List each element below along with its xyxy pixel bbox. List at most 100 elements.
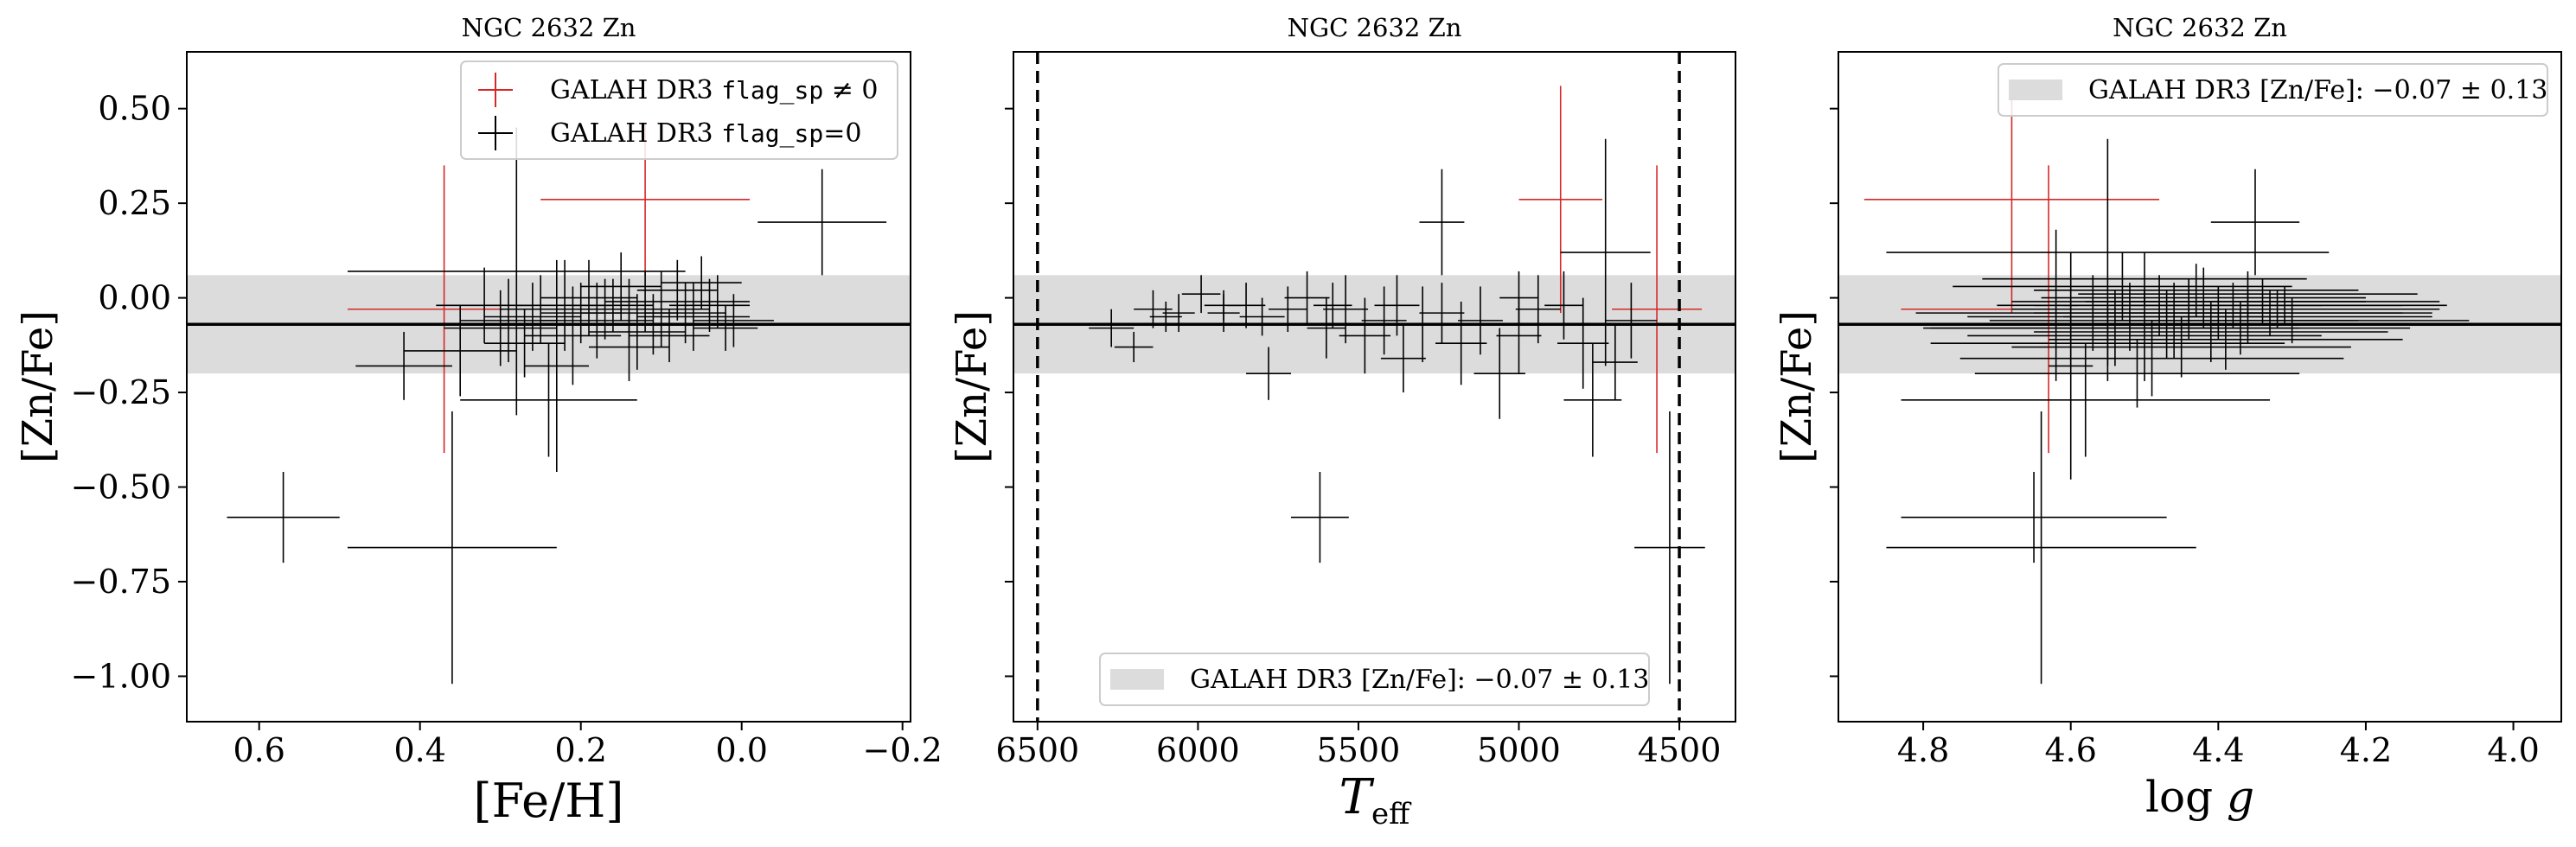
data-point <box>1915 275 2271 351</box>
data-point <box>1901 343 2271 457</box>
x-tick-label: 6500 <box>995 731 1079 769</box>
data-point <box>1239 297 1285 336</box>
data-point <box>1634 411 1705 685</box>
panel-title: NGC 2632 Zn <box>2113 13 2287 42</box>
data-point <box>1959 320 2344 397</box>
legend-text: =0 <box>823 118 861 149</box>
x-tick-label: 0.4 <box>393 731 445 769</box>
data-point <box>348 127 686 416</box>
legend-text: ≠ 0 <box>823 75 878 105</box>
y-axis-label: [Zn/Fe] <box>1773 310 1821 463</box>
data-point <box>757 169 887 276</box>
data-point <box>1457 286 1503 355</box>
x-axis-label-var: g <box>2227 772 2254 822</box>
legend-box <box>460 60 898 160</box>
data-point <box>1323 275 1369 344</box>
data-point <box>693 294 774 347</box>
panel-title: NGC 2632 Zn <box>462 13 636 42</box>
plot-area <box>1838 86 2561 685</box>
data-point <box>1473 328 1525 419</box>
data-point <box>1149 301 1182 333</box>
axes-frame <box>1013 51 1736 723</box>
legend-text: GALAH DR3 <box>550 118 721 149</box>
legend-text-mono: flag_sp <box>721 119 823 149</box>
data-point <box>1361 286 1407 355</box>
x-tick-label: 4.4 <box>2192 731 2244 769</box>
data-point <box>348 411 557 685</box>
data-point <box>1518 86 1602 314</box>
legend-label: GALAH DR3 [Zn/Fe]: −0.07 ± 0.13 <box>2088 75 2547 105</box>
panel-2: 6500 6000 5500 5000 4500 NGC 2632 Zn [Zn/Fe] Te… <box>948 13 1736 831</box>
data-point <box>436 267 533 344</box>
data-point <box>1307 297 1346 359</box>
legend-text-mono: flag_sp <box>721 76 823 105</box>
data-point <box>1284 271 1330 325</box>
data-point <box>1089 309 1135 347</box>
panel-3: 4.8 4.6 4.4 4.2 4.0 NGC 2632 Zn [Zn/Fe] log g GA… <box>1773 13 2562 822</box>
data-point <box>2034 264 2359 317</box>
data-point <box>1499 271 1538 325</box>
data-point <box>1313 283 1352 328</box>
y-tick-label: 0.25 <box>98 184 171 222</box>
data-point <box>460 278 557 363</box>
data-point <box>636 259 718 321</box>
data-point <box>1982 252 2307 306</box>
data-point <box>1204 290 1243 321</box>
data-point <box>540 283 654 359</box>
legend-label: GALAH DR3 flag_sp=0 <box>550 118 861 149</box>
y-tick-label: −0.50 <box>71 468 171 506</box>
x-axis-label-main: T <box>1339 769 1375 825</box>
x-tick-label: −0.2 <box>863 731 943 769</box>
x-axis-label: Teff <box>1339 769 1412 831</box>
legend: GALAH DR3 flag_sp ≠ 0 GALAH DR3 flag_sp=0 <box>460 60 898 160</box>
data-point <box>1560 138 1651 366</box>
data-point <box>524 259 589 473</box>
panel-1: 0.6 0.4 0.2 0.0 −0.2 0.50 0.25 0.00 −0.25 −0.50 −0… <box>14 13 943 828</box>
data-point <box>1605 283 1658 359</box>
y-tick-label: −0.75 <box>71 563 171 601</box>
x-axis-label: [Fe/H] <box>474 774 624 828</box>
data-point <box>604 271 686 333</box>
x-tick-label: 5500 <box>1317 731 1401 769</box>
data-point <box>2011 316 2351 378</box>
x-tick-label: 0.0 <box>715 731 767 769</box>
legend-box <box>1099 653 1650 706</box>
band-legend: GALAH DR3 [Zn/Fe]: −0.07 ± 0.13 <box>1998 63 2548 117</box>
x-tick-label: 4.0 <box>2487 731 2539 769</box>
legend-band-swatch <box>1110 669 1164 690</box>
x-axis-label-main: log <box>2145 772 2227 822</box>
data-point <box>1291 472 1349 564</box>
plot-area <box>1013 52 1735 722</box>
data-point <box>1114 332 1154 363</box>
data-point <box>1612 165 1703 454</box>
axes-frame <box>1838 51 2562 723</box>
data-point <box>2034 229 2079 381</box>
data-point <box>636 283 750 351</box>
x-tick-label: 6000 <box>1156 731 1240 769</box>
data-point <box>2011 278 2366 325</box>
data-point <box>2049 309 2403 370</box>
data-point <box>460 343 637 457</box>
legend-band-swatch <box>2009 80 2062 100</box>
data-point <box>645 283 726 344</box>
legend-label: GALAH DR3 flag_sp ≠ 0 <box>550 75 879 105</box>
plot-area <box>187 124 911 685</box>
y-tick-label: −0.25 <box>71 373 171 411</box>
x-tick-label: 4.6 <box>2044 731 2096 769</box>
data-point <box>444 290 557 366</box>
data-point <box>1974 339 2300 408</box>
x-tick-label: 4.2 <box>2340 731 2392 769</box>
y-tick-label: −1.00 <box>71 657 171 695</box>
x-tick-label: 4500 <box>1638 731 1722 769</box>
data-point <box>629 309 710 363</box>
y-tick-label: 0.00 <box>98 279 171 317</box>
data-point <box>2210 169 2300 276</box>
band-legend: GALAH DR3 [Zn/Fe]: −0.07 ± 0.13 <box>1099 653 1650 706</box>
x-tick-label: 5000 <box>1477 731 1561 769</box>
data-point <box>1544 271 1583 340</box>
x-axis-label: log g <box>2145 772 2254 822</box>
data-point <box>1339 297 1391 374</box>
legend-label: GALAH DR3 [Zn/Fe]: −0.07 ± 0.13 <box>1190 665 1649 695</box>
panel-title: NGC 2632 Zn <box>1288 13 1462 42</box>
